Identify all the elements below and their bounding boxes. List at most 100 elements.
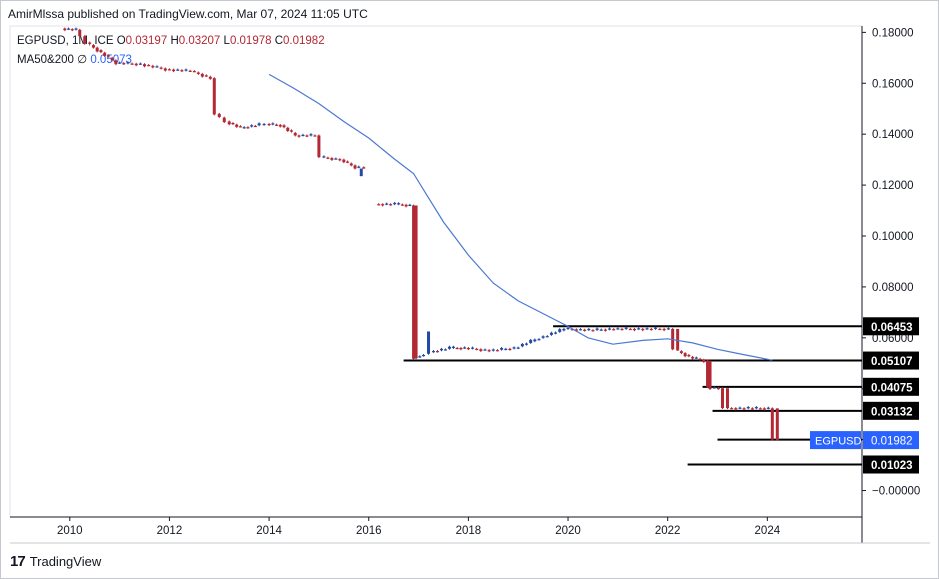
candle-body-large (427, 331, 431, 354)
candle-body (400, 204, 404, 206)
candle-body (200, 73, 204, 77)
candle-body (389, 204, 393, 206)
candle-body (570, 329, 574, 331)
candle-body (106, 55, 110, 57)
candle-body (301, 134, 305, 137)
level-price-tag (863, 317, 919, 336)
level-price-label: 0.05107 (871, 356, 913, 368)
candle-body (126, 62, 130, 64)
candle-body (134, 63, 138, 66)
tradingview-footer[interactable]: 17 TradingView (10, 553, 101, 570)
candle-body-large (775, 408, 779, 441)
level-price-label: 0.06453 (871, 322, 913, 334)
candle-body (738, 407, 742, 409)
low-label: L (223, 35, 230, 47)
level-price-tag (863, 377, 919, 396)
open-label: O (116, 35, 126, 47)
candle-body (110, 57, 114, 61)
candle-body (305, 135, 309, 137)
candle-body (83, 36, 87, 44)
candle-body (620, 328, 624, 331)
candle-body (616, 328, 620, 330)
candle-body (716, 387, 720, 390)
candle-body (151, 65, 155, 68)
candle-body (63, 28, 67, 31)
candle-body (529, 339, 533, 343)
candle-body (246, 127, 250, 129)
candle-body (114, 60, 118, 65)
candle-body (143, 64, 147, 67)
candle-body (770, 408, 774, 440)
candle-body (742, 408, 746, 410)
candle-body (666, 328, 670, 330)
candle-body (471, 347, 475, 349)
candle-body (508, 348, 512, 351)
close-label: C (274, 35, 284, 47)
candle-body (612, 329, 616, 331)
candle-body (147, 65, 151, 67)
candle-body (628, 328, 632, 331)
candle-body (525, 343, 529, 345)
candle-body (624, 327, 628, 329)
high-value: 0.03207 (178, 35, 221, 47)
candle-body (574, 329, 578, 331)
level-price-tag (863, 351, 919, 370)
candle-body (338, 159, 342, 161)
candle-body (180, 70, 184, 72)
candle-body (662, 328, 666, 331)
x-tick-label: 2010 (57, 525, 83, 537)
candle-body (608, 328, 612, 330)
candle-body (443, 349, 447, 351)
candle-body (645, 328, 649, 330)
candle-body (253, 125, 257, 128)
candle-body (74, 28, 78, 30)
plot-frame (9, 25, 863, 518)
tradingview-brand: TradingView (29, 554, 102, 569)
candle-body (78, 29, 82, 37)
candle-body (235, 124, 239, 127)
x-tick-label: 2020 (555, 525, 581, 537)
candle-body (217, 113, 221, 117)
visibility-icon[interactable]: ∅ (77, 54, 88, 66)
candle-body (495, 350, 499, 352)
candle-body (88, 42, 92, 44)
candle-body (455, 348, 459, 350)
candle-body (393, 202, 397, 205)
candle-body (558, 329, 562, 332)
candle-body (330, 158, 334, 160)
candle-body (762, 408, 766, 410)
candle-body (432, 351, 436, 353)
symbol-tag (810, 431, 861, 450)
candle-body (397, 203, 401, 205)
candle-body (422, 355, 426, 357)
candle-body (349, 163, 353, 166)
candle-body (483, 349, 487, 351)
candle-body (479, 349, 483, 351)
candle-body (746, 407, 750, 409)
candle-body (155, 66, 159, 68)
candle-body (353, 165, 357, 169)
candle-body (95, 47, 99, 52)
y-tick-label: 0.18000 (872, 27, 914, 39)
candle-body (91, 45, 95, 48)
candle-body (99, 50, 103, 53)
candle-body-large (708, 360, 712, 388)
candle-body (583, 329, 587, 331)
candle-body (381, 204, 385, 206)
candle-body (408, 204, 412, 207)
candle-body (208, 76, 212, 79)
candle-body (322, 156, 326, 158)
candle-body (138, 63, 142, 65)
candle-body (466, 348, 470, 350)
low-value: 0.01978 (229, 35, 272, 47)
candle-body (475, 348, 479, 351)
candle-body (309, 134, 313, 136)
candle-body (706, 360, 710, 387)
candle-body (595, 328, 599, 330)
candle-body (679, 351, 683, 354)
candle-body (188, 70, 192, 72)
ma-label[interactable]: MA50&200 (17, 54, 74, 66)
candle-body (118, 62, 122, 64)
candle-body (286, 127, 290, 131)
